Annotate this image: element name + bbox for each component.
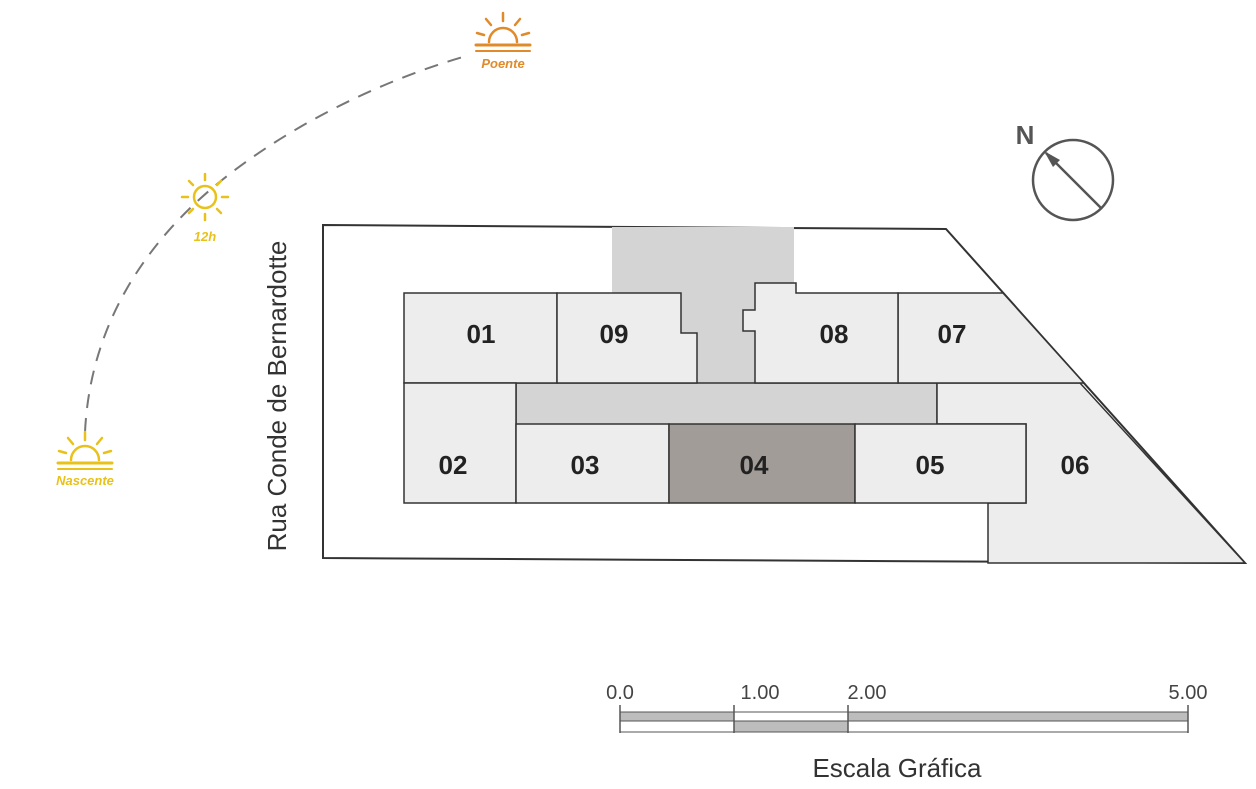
compass-icon	[1031, 138, 1115, 222]
north-letter: N	[1016, 120, 1035, 150]
scale-bar-segment-2	[733, 711, 849, 722]
unit-03	[515, 423, 670, 504]
sunrise-label: Nascente	[56, 473, 114, 488]
street-name: Rua Conde de Bernardotte	[262, 241, 292, 552]
scale-tick-0: 0.0	[606, 682, 634, 704]
unit-07-label: 07	[938, 319, 967, 349]
unit-06-label: 06	[1061, 450, 1090, 480]
scale-tick-1: 1.00	[741, 682, 780, 704]
sun-path-arc	[84, 54, 471, 433]
scale-bar-segment-3-bottom	[847, 720, 1189, 733]
main-corridor	[515, 382, 938, 426]
sunset-icon	[474, 11, 532, 52]
scale-bar-segment-1	[619, 711, 735, 722]
scale-bar-segment-3	[847, 711, 1189, 722]
unit-09-label: 09	[600, 319, 629, 349]
scale-tick-2: 2.00	[848, 682, 887, 704]
scale-bar-segment-2-bottom	[733, 720, 849, 733]
scale-tick-5: 5.00	[1169, 682, 1208, 704]
sunset-label: Poente	[481, 56, 524, 71]
unit-01-label: 01	[467, 319, 496, 349]
unit-05	[854, 423, 1027, 504]
noon-label: 12h	[194, 229, 216, 244]
scale-bar-segment-1-bottom	[619, 720, 735, 733]
unit-02-label: 02	[439, 450, 468, 480]
unit-08-label: 08	[820, 319, 849, 349]
unit-03-label: 03	[571, 450, 600, 480]
unit-04-label: 04	[740, 450, 769, 480]
scale-title: Escala Gráfica	[812, 753, 982, 783]
unit-02	[403, 382, 517, 504]
noon-sun-icon	[180, 172, 230, 222]
unit-08	[742, 282, 899, 384]
graphic-scale: 0.0 1.00 2.00 5.00 Escala Gráfica	[606, 682, 1207, 783]
unit-07	[897, 292, 1086, 384]
unit-09	[556, 292, 698, 384]
unit-05-label: 05	[916, 450, 945, 480]
sunrise-icon	[56, 430, 114, 470]
unit-04	[668, 423, 856, 504]
